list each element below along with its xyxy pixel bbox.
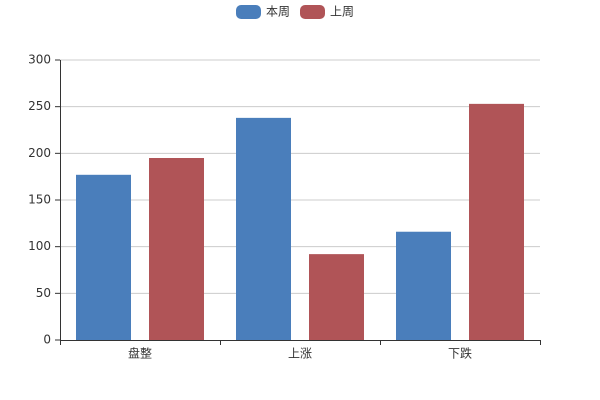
legend-label: 本周 bbox=[266, 5, 290, 19]
bar bbox=[309, 254, 364, 340]
bar bbox=[396, 231, 451, 340]
legend-swatch bbox=[236, 5, 261, 19]
y-tick-label: 300 bbox=[28, 53, 51, 67]
bar bbox=[149, 158, 204, 340]
bar bbox=[236, 117, 291, 340]
y-tick-label: 150 bbox=[28, 193, 51, 207]
legend-swatch bbox=[300, 5, 325, 19]
bar bbox=[76, 174, 131, 340]
y-tick-label: 100 bbox=[28, 239, 51, 253]
y-tick-label: 250 bbox=[28, 99, 51, 113]
y-tick-label: 50 bbox=[36, 286, 51, 300]
x-tick-label: 上涨 bbox=[288, 346, 312, 361]
x-tick-label: 盘整 bbox=[128, 346, 152, 361]
bar bbox=[469, 103, 524, 340]
y-tick-label: 200 bbox=[28, 146, 51, 160]
y-tick-label: 0 bbox=[43, 333, 51, 347]
x-tick-label: 下跌 bbox=[448, 346, 472, 361]
legend-label: 上周 bbox=[330, 5, 354, 19]
